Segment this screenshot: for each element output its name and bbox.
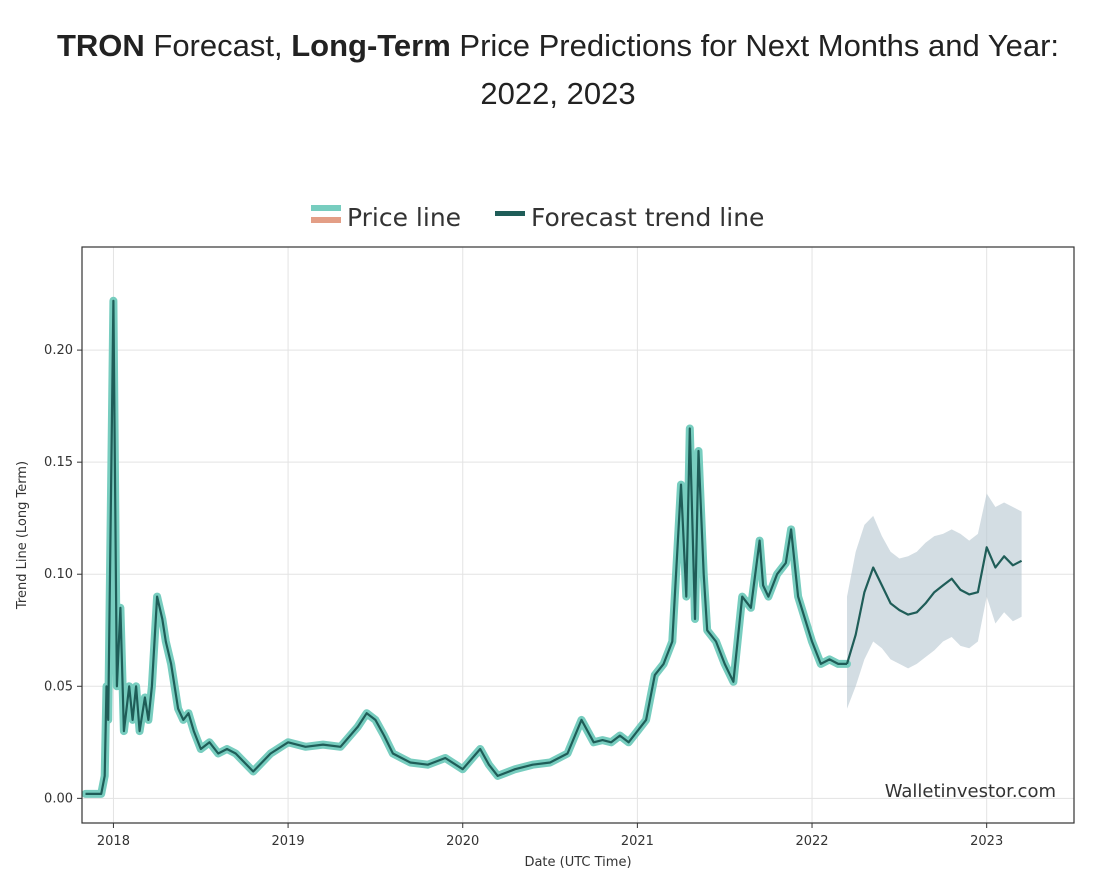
x-tick-label: 2020 [446,834,479,849]
x-axis-label: Date (UTC Time) [524,855,631,870]
x-tick-label: 2021 [621,834,654,849]
y-tick-label: 0.10 [44,567,73,582]
plot-frame [81,246,1075,824]
title-text-2: Price Predictions for Next Months and Ye… [450,28,1060,63]
x-axis: 2018 2019 2020 2021 2022 2023 [97,823,1003,849]
x-tick-label: 2022 [795,834,828,849]
chart-grid [82,247,1074,823]
y-tick-label: 0.05 [44,679,73,694]
x-tick-label: 2019 [272,834,305,849]
page-title: TRON Forecast, Long-Term Price Predictio… [0,22,1116,118]
legend-swatch-price-orange [311,217,341,223]
price-line [81,296,851,798]
y-tick-label: 0.15 [44,455,73,470]
y-axis-label: Trend Line (Long Term) [15,461,30,610]
legend-label-price: Price line [347,203,461,232]
forecast-band [847,493,1022,709]
chart-lines [81,296,1023,798]
legend-label-forecast: Forecast trend line [531,203,764,232]
y-tick-label: 0.20 [44,343,73,358]
title-coin-name: TRON [56,28,145,63]
legend-swatch-price-teal [311,205,341,211]
watermark: Walletinvestor.com [885,781,1056,802]
y-tick-label: 0.00 [44,791,73,806]
y-axis: 0.00 0.05 0.10 0.15 0.20 [44,343,82,806]
title-text-1: Forecast, [144,28,292,63]
title-term: Long-Term [291,28,451,63]
price-trend-line [85,299,847,795]
forecast-trend-line [845,546,1023,665]
x-tick-label: 2018 [97,834,130,849]
legend-swatch-forecast [495,211,525,216]
x-tick-label: 2023 [970,834,1003,849]
title-years: 2022, 2023 [480,76,636,111]
chart-legend: Price line Forecast trend line [311,203,764,232]
forecast-confidence-band [847,493,1022,709]
